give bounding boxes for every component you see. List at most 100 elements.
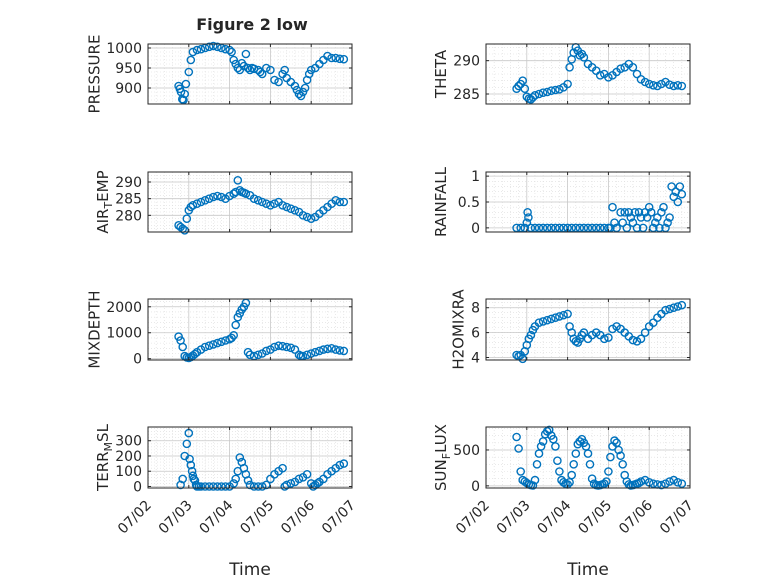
data-point — [217, 337, 226, 347]
data-point — [300, 83, 310, 93]
data-point — [649, 479, 658, 489]
data-point — [569, 459, 579, 469]
y-tick-label: 950 — [115, 61, 142, 77]
data-point — [618, 218, 628, 227]
data-point — [567, 470, 577, 480]
data-point — [213, 338, 222, 348]
data-point — [274, 341, 283, 351]
data-point — [534, 223, 544, 233]
data-point — [266, 65, 275, 75]
y-tick-label: 1000 — [106, 326, 142, 342]
data-point — [602, 477, 611, 486]
data-point — [669, 303, 679, 313]
data-point — [538, 317, 548, 326]
data-point — [673, 477, 683, 487]
data-point — [335, 197, 345, 207]
data-point — [636, 213, 646, 222]
data-point — [555, 85, 564, 94]
data-point — [181, 79, 191, 89]
data-point — [231, 187, 240, 197]
data-point — [669, 192, 679, 202]
data-point — [551, 223, 560, 233]
data-point — [628, 335, 638, 345]
data-point — [665, 213, 674, 222]
y-tick-label: 4 — [471, 351, 480, 367]
x-axis-label: Time — [566, 560, 609, 580]
data-point — [213, 482, 222, 491]
data-point — [587, 474, 597, 484]
data-point — [331, 195, 341, 205]
data-point — [661, 305, 670, 315]
data-point — [616, 207, 625, 217]
x-tick-label: 07/07 — [657, 498, 697, 538]
x-tick-label: 07/07 — [319, 498, 359, 538]
data-point — [622, 223, 632, 233]
data-point — [604, 467, 613, 476]
y-tick-label: 0 — [471, 479, 480, 495]
data-point — [241, 189, 251, 198]
data-point — [542, 87, 552, 97]
y-tick-label: 6 — [471, 326, 480, 342]
data-point — [243, 476, 253, 485]
data-point — [575, 437, 585, 446]
data-point — [518, 76, 528, 85]
data-point — [587, 223, 597, 233]
data-point — [278, 200, 287, 210]
data-point — [512, 432, 521, 442]
data-point — [221, 482, 230, 491]
data-point — [339, 54, 349, 64]
data-point — [544, 425, 554, 435]
data-point — [282, 342, 292, 352]
data-point — [530, 223, 540, 233]
data-point — [542, 315, 552, 325]
x-axis-label: Time — [228, 560, 271, 580]
data-point — [331, 345, 341, 354]
data-point — [294, 474, 304, 484]
y-tick-label: 100 — [115, 464, 142, 480]
data-point — [530, 91, 540, 100]
x-tick-label: 07/04 — [197, 497, 237, 537]
y-tick-label: 200 — [115, 449, 142, 465]
data-point — [673, 302, 683, 311]
data-point — [661, 479, 670, 489]
data-point — [669, 475, 679, 485]
data-point — [530, 475, 540, 485]
x-tick-label: 07/06 — [616, 497, 656, 537]
data-point — [636, 334, 646, 344]
data-point — [180, 89, 189, 99]
data-point — [595, 223, 605, 233]
data-point — [229, 55, 238, 65]
data-point — [669, 81, 679, 91]
data-point — [638, 223, 648, 233]
data-point — [677, 189, 687, 199]
data-point — [257, 69, 267, 79]
y-tick-label: 285 — [115, 192, 142, 208]
x-tick-label: 07/03 — [156, 498, 196, 538]
y-axis-label: PRESSURE — [86, 35, 104, 114]
data-point — [665, 80, 674, 89]
data-point — [514, 444, 523, 453]
data-point — [196, 197, 206, 207]
data-point — [255, 67, 265, 77]
data-point — [196, 44, 206, 54]
x-tick-label: 07/02 — [115, 498, 155, 538]
data-point — [534, 449, 544, 458]
data-point — [200, 195, 210, 205]
data-point — [644, 202, 654, 212]
data-point — [270, 342, 279, 352]
y-tick-label: 285 — [453, 87, 480, 103]
y-axis-label: TERRMSL — [94, 423, 115, 492]
data-point — [628, 63, 638, 72]
data-point — [640, 328, 650, 337]
data-point — [524, 213, 533, 222]
data-point — [306, 65, 316, 75]
data-point — [608, 202, 617, 212]
data-point — [261, 199, 271, 208]
figure-title: Figure 2 low — [196, 15, 308, 34]
data-point — [520, 84, 530, 93]
